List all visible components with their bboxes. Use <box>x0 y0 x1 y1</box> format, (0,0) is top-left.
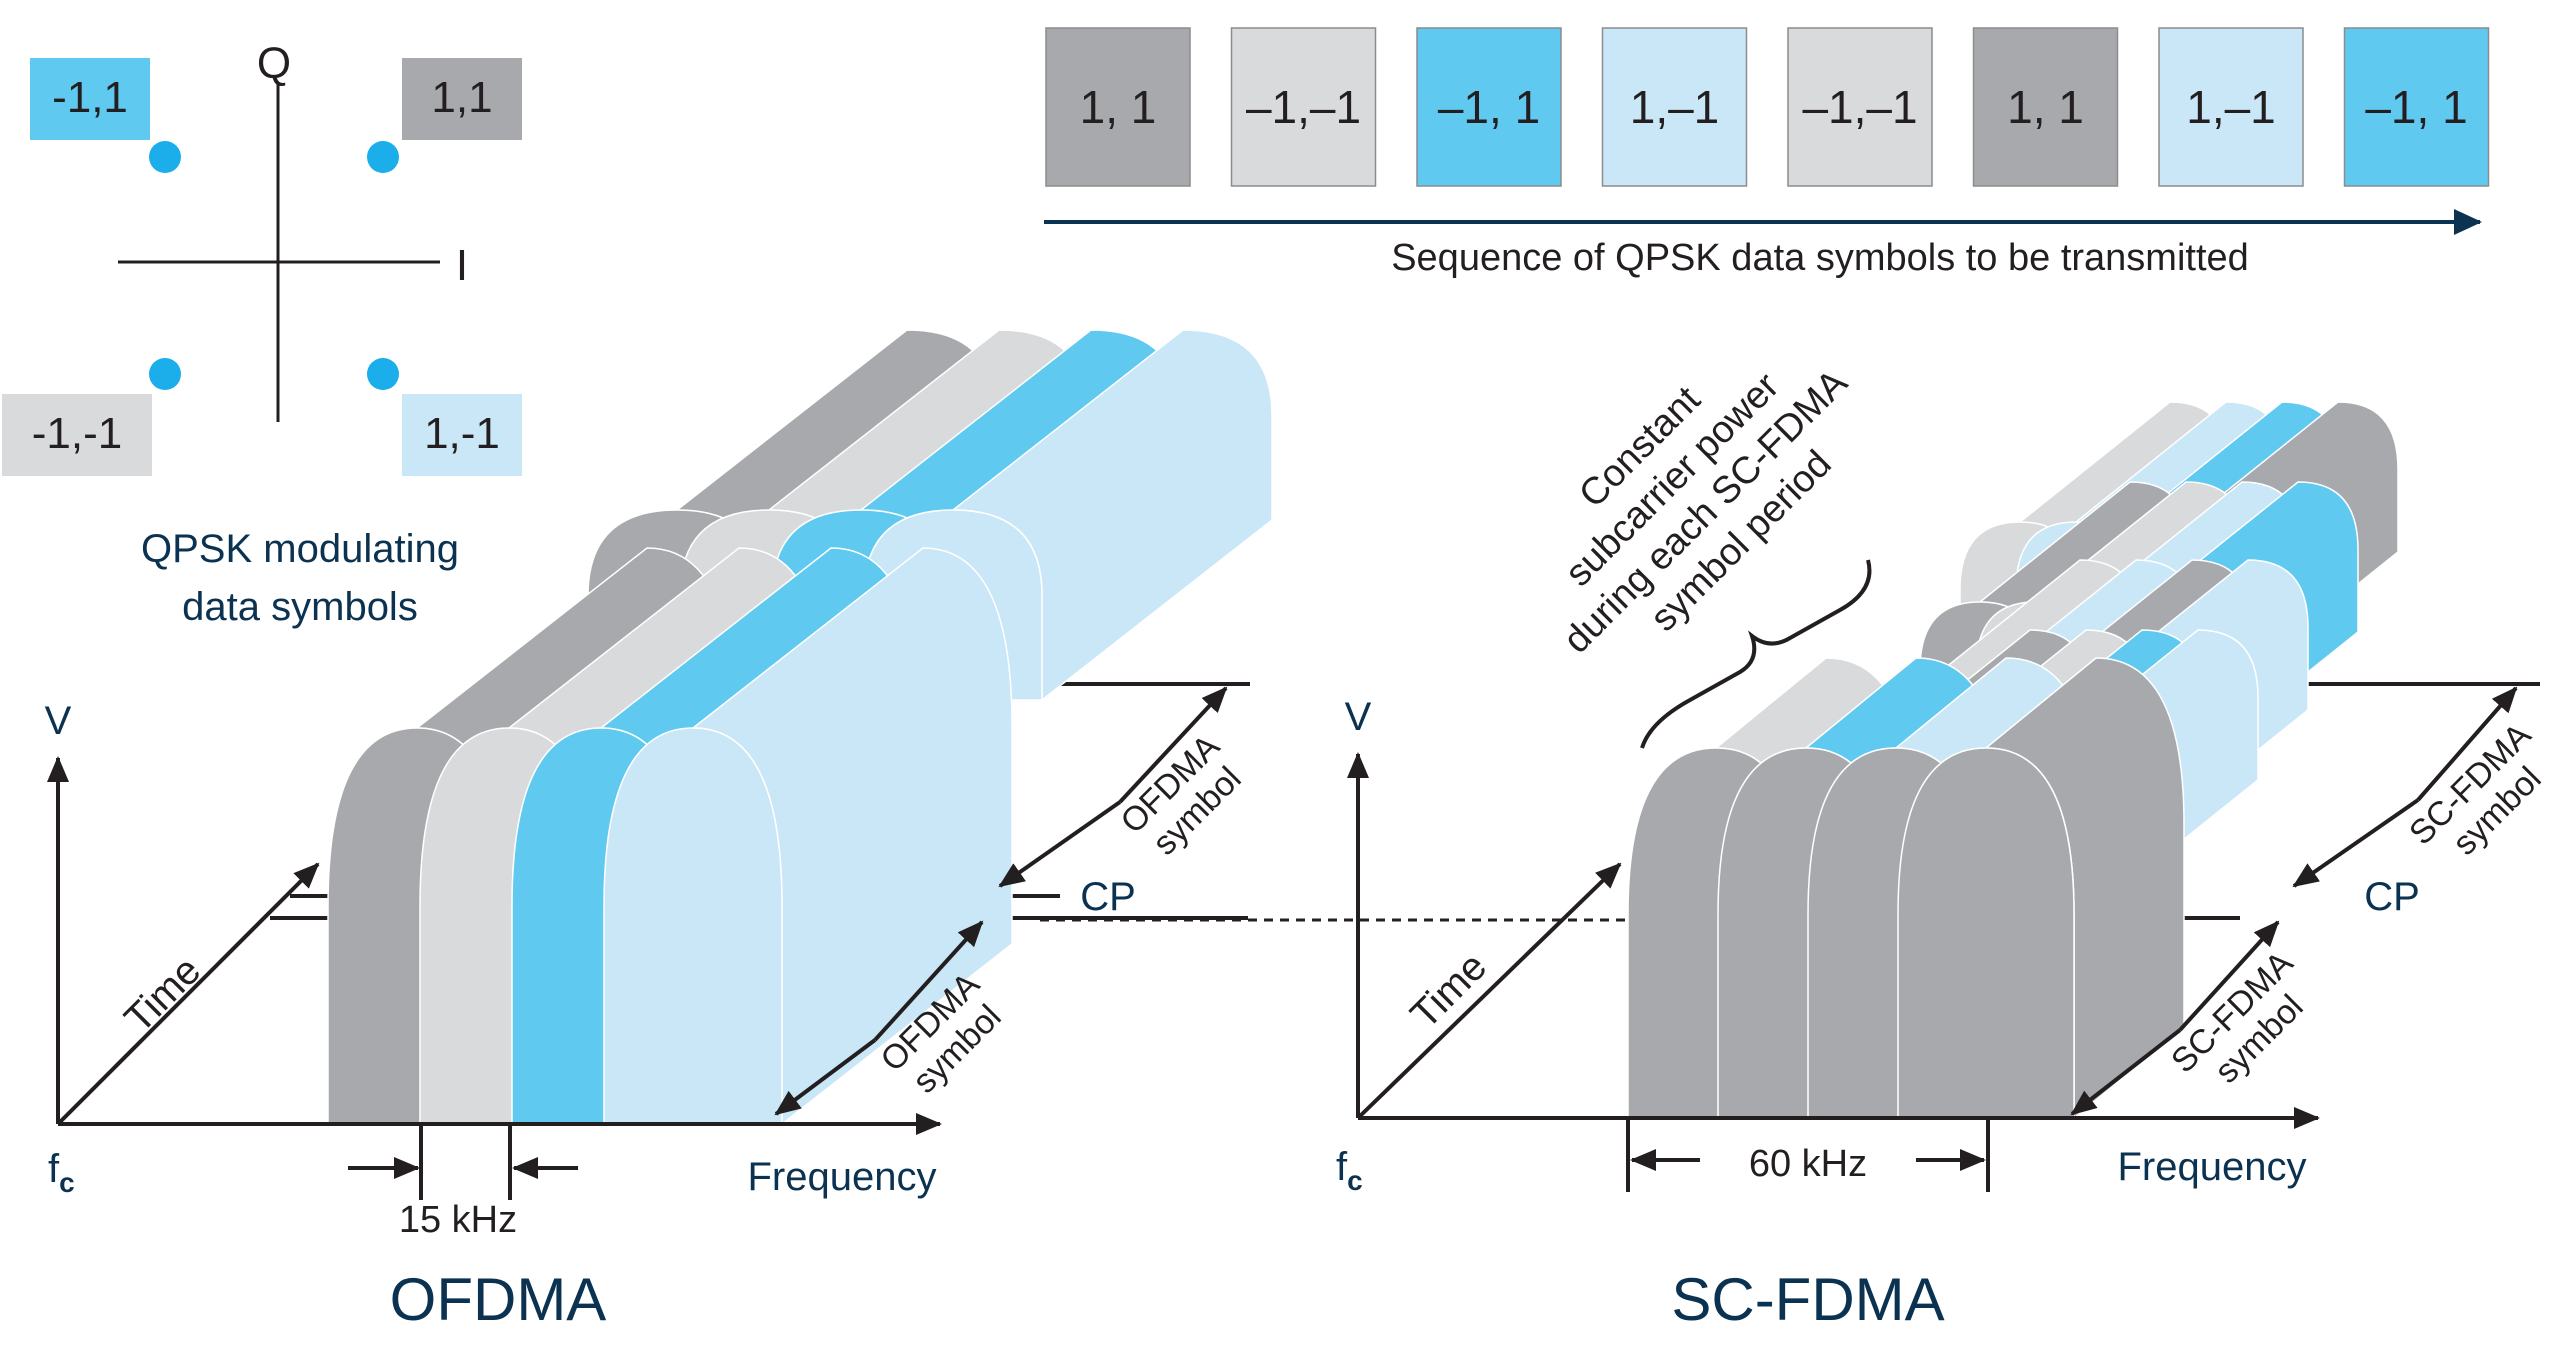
sequence-symbol-box <box>1787 27 1933 187</box>
constellation-label-box <box>2 394 152 476</box>
scfdma-symbol-arrow-back <box>2292 798 2420 888</box>
symbol-sequence: 1, 1 –1,–1 –1, 1 1,–1 –1,–1 1, 1 1,–1 –1, 1 <box>1045 27 2490 187</box>
constellation-caption-line1: QPSK modulating <box>141 527 459 571</box>
ofdma-subcarrier-front-face <box>603 727 783 1125</box>
sequence-symbol-box <box>1601 27 1748 187</box>
scfdma-time-label: Time <box>1402 944 1495 1037</box>
ofdma-fc-sub: c <box>59 1167 75 1198</box>
scfdma-cp-label: CP <box>2364 875 2420 919</box>
scfdma-bandwidth-label: 60 kHz <box>1749 1143 1867 1185</box>
scfdma-symbol-label-front: SC-FDMAsymbol <box>2164 944 2327 1107</box>
constellation-point <box>149 358 181 390</box>
ofdma-title: OFDMA <box>390 1266 607 1333</box>
constellation-label: 1,1 <box>431 73 492 122</box>
sequence-symbol-label: 1, 1 <box>2007 81 2084 133</box>
constellation-point <box>367 358 399 390</box>
constellation-label: -1,-1 <box>32 409 122 458</box>
sequence-symbol-label: –1,–1 <box>1246 81 1361 133</box>
scfdma-front-block <box>1627 657 2185 1120</box>
ofdma-frequency-label: Frequency <box>748 1155 937 1199</box>
constellation-label-box <box>402 58 522 140</box>
sequence-symbol-box <box>2343 27 2490 187</box>
ofdma-symbol-label-back: OFDMAsymbol <box>1113 727 1254 868</box>
constant-power-annotation: Constant subcarrier power during each SC… <box>1491 291 1895 695</box>
constellation-caption-line2: data symbols <box>182 585 418 629</box>
constant-power-brace <box>1640 559 1872 749</box>
sequence-symbol-label: 1,–1 <box>2186 81 2276 133</box>
ofdma-symbol-arrow-back <box>998 800 1122 888</box>
ofdma-symbol-arrow-front <box>873 920 984 1042</box>
sequence-symbol-box <box>1972 27 2119 187</box>
sequence-symbol-box <box>1230 27 1377 187</box>
sequence-symbol-label: –1, 1 <box>1438 81 1540 133</box>
scfdma-time-axis <box>1356 862 1622 1120</box>
q-axis-label: Q <box>257 39 291 88</box>
ofdma-fc-main: f <box>48 1147 60 1191</box>
qpsk-constellation: Q I -1,1 1,1 -1,-1 1,-1 QPSK modulating … <box>2 39 522 629</box>
scfdma-symbol-arrow-front <box>2070 1028 2182 1116</box>
sequence-symbol-label: –1,–1 <box>1802 81 1917 133</box>
sequence-symbol-label: 1,–1 <box>1630 81 1720 133</box>
sequence-symbol-label: –1, 1 <box>2365 81 2467 133</box>
scfdma-symbol-arrow-back <box>2416 686 2518 802</box>
scfdma-symbol-label-back: SC-FDMAsymbol <box>2402 716 2553 879</box>
scfdma-v-label: V <box>1345 695 1372 739</box>
scfdma-subcarrier-front <box>1897 747 2075 1119</box>
sequence-symbol-box <box>2158 27 2304 187</box>
scfdma-fc-sub: c <box>1347 1165 1363 1196</box>
ofdma-cp-label: CP <box>1080 875 1136 919</box>
sequence-caption: Sequence of QPSK data symbols to be tran… <box>1391 237 2249 279</box>
constellation-point <box>149 141 181 173</box>
ofdma-bandwidth-label: 15 kHz <box>399 1199 517 1241</box>
scfdma-title: SC-FDMA <box>1671 1266 1944 1333</box>
sequence-symbol-box <box>1416 27 1562 187</box>
constellation-label-box <box>30 58 150 140</box>
sequence-symbol-box <box>1045 27 1191 187</box>
scfdma-frequency-label: Frequency <box>2118 1145 2307 1189</box>
ofdma-front-row <box>327 547 1013 1126</box>
constellation-label: 1,-1 <box>424 409 500 458</box>
constellation-point <box>367 141 399 173</box>
sequence-symbol-label: 1, 1 <box>1080 81 1157 133</box>
scfdma-fc-main: f <box>1336 1145 1348 1189</box>
ofdma-time-label: Time <box>116 948 209 1041</box>
ofdma-v-label: V <box>45 699 72 743</box>
ofdma-symbol-arrow-front <box>774 1038 877 1116</box>
constellation-label-box <box>402 394 522 476</box>
ofdma-symbol-arrow-back <box>1118 686 1228 804</box>
ofdma-time-axis <box>56 862 320 1126</box>
i-axis-label: I <box>456 241 468 290</box>
scfdma-panel: V fc Time Frequency 60 kHz SC-FDMAsymbol… <box>1336 291 2553 1333</box>
ofdma-fc-label: fc <box>48 1147 75 1198</box>
scfdma-symbol-arrow-front <box>2178 920 2280 1032</box>
scfdma-fc-label: fc <box>1336 1145 1363 1196</box>
ofdma-panel: V fc Time Frequency 15 kHz OFDMAsymbol O… <box>45 329 1273 1333</box>
constellation-label: -1,1 <box>52 73 128 122</box>
